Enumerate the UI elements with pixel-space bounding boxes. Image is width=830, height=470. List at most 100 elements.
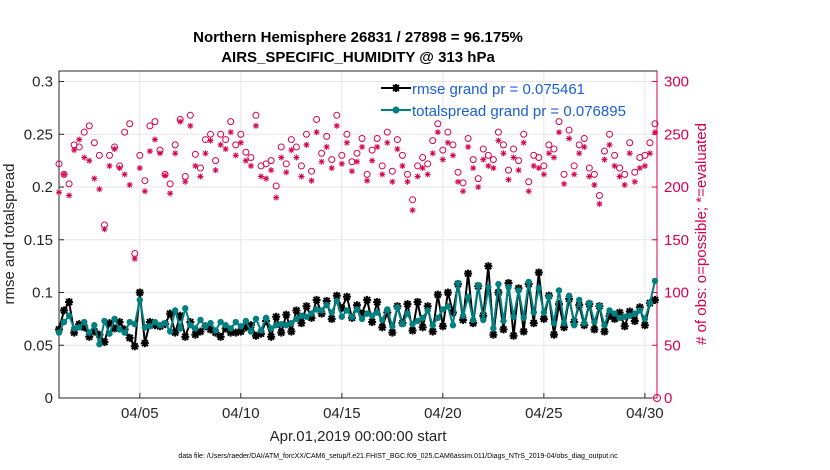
obs-possible-marker xyxy=(201,136,209,144)
totalspread-point xyxy=(409,320,416,328)
x-tick-label: 04/05 xyxy=(121,405,159,422)
obs-evaluated-marker xyxy=(525,188,532,195)
totalspread-point xyxy=(121,329,128,336)
obs-evaluated-marker xyxy=(212,167,219,174)
obs-possible-marker xyxy=(464,135,472,143)
obs-possible-marker xyxy=(363,170,371,178)
obs-evaluated-marker xyxy=(131,255,138,262)
totalspread-point xyxy=(278,320,285,328)
totalspread-point xyxy=(475,281,482,289)
rmse-point xyxy=(433,290,442,299)
totalspread-point xyxy=(55,329,63,336)
obs-evaluated-marker xyxy=(308,177,315,184)
obs-evaluated-marker xyxy=(399,162,406,169)
right-y-tick-label: 200 xyxy=(664,179,689,196)
obs-evaluated-marker xyxy=(596,200,603,207)
totalspread-point xyxy=(86,329,93,336)
obs-evaluated-marker xyxy=(258,173,265,180)
obs-possible-marker xyxy=(595,191,603,199)
obs-evaluated-marker xyxy=(252,122,259,129)
totalspread-point xyxy=(510,313,517,320)
rmse-point xyxy=(302,302,311,311)
obs-evaluated-marker xyxy=(197,173,204,180)
rmse-point xyxy=(438,322,447,331)
rmse-point xyxy=(196,327,205,336)
obs-evaluated-marker xyxy=(172,150,179,157)
obs-possible-marker xyxy=(323,132,331,140)
totalspread-point xyxy=(636,307,644,314)
rmse-point xyxy=(181,332,190,341)
obs-possible-marker xyxy=(302,130,310,138)
totalspread-point xyxy=(459,312,467,319)
totalspread-point xyxy=(606,307,613,314)
y-tick-label: 0 xyxy=(45,390,53,407)
totalspread-point xyxy=(318,307,325,314)
obs-evaluated-marker xyxy=(323,143,330,150)
totalspread-point xyxy=(308,310,315,317)
totalspread-point xyxy=(540,309,548,316)
rmse-point xyxy=(342,292,351,301)
obs-possible-marker xyxy=(444,128,452,136)
rmse-point xyxy=(408,326,417,335)
totalspread-point xyxy=(646,299,654,307)
obs-possible-marker xyxy=(90,139,98,147)
obs-evaluated-marker xyxy=(151,136,158,143)
obs-possible-marker xyxy=(166,180,174,188)
obs-evaluated-marker xyxy=(480,156,487,163)
obs-evaluated-marker xyxy=(606,141,613,148)
totalspread-point xyxy=(384,306,391,313)
totalspread-point xyxy=(91,322,98,329)
rmse-point xyxy=(373,298,382,307)
obs-evaluated-marker xyxy=(288,147,295,154)
totalspread-point xyxy=(338,313,346,320)
rmse-point xyxy=(282,310,291,319)
obs-possible-marker xyxy=(515,157,523,165)
obs-evaluated-marker xyxy=(414,173,421,180)
obs-possible-marker xyxy=(247,153,255,161)
y-tick-label: 0.15 xyxy=(24,232,53,249)
series-lines xyxy=(55,262,659,351)
totalspread-point xyxy=(560,319,568,327)
totalspread-point xyxy=(146,323,154,330)
totalspread-point xyxy=(379,316,386,324)
obs-possible-marker xyxy=(353,149,361,157)
right-y-tick-label: 100 xyxy=(664,285,689,302)
rmse-point xyxy=(484,262,493,271)
totalspread-point xyxy=(182,305,189,312)
obs-possible-marker xyxy=(171,141,179,149)
obs-evaluated-marker xyxy=(263,175,270,182)
obs-possible-marker xyxy=(419,153,427,161)
obs-possible-marker xyxy=(631,168,639,176)
obs-evaluated-marker xyxy=(404,178,411,185)
totalspread-point xyxy=(621,313,628,320)
rmse-point xyxy=(216,332,225,341)
obs-evaluated-marker xyxy=(298,173,305,180)
obs-evaluated-marker xyxy=(162,172,169,179)
totalspread-point xyxy=(495,280,502,288)
y-tick-label: 0.05 xyxy=(24,337,53,354)
totalspread-point xyxy=(81,318,88,326)
obs-evaluated-marker xyxy=(141,188,148,195)
obs-evaluated-marker xyxy=(192,162,199,169)
obs-evaluated-marker xyxy=(379,171,386,178)
totalspread-point xyxy=(505,284,512,291)
obs-possible-marker xyxy=(393,136,401,144)
obs-evaluated-marker xyxy=(61,171,68,178)
obs-evaluated-marker xyxy=(384,139,391,146)
obs-evaluated-marker xyxy=(91,175,98,182)
obs-possible-marker xyxy=(646,139,654,147)
obs-evaluated-marker xyxy=(646,150,653,157)
rmse-point xyxy=(529,319,538,328)
obs-evaluated-marker xyxy=(187,122,194,129)
obs-evaluated-marker xyxy=(510,154,517,161)
obs-evaluated-marker xyxy=(485,162,492,169)
obs-evaluated-marker xyxy=(283,169,290,176)
obs-possible-marker xyxy=(459,179,467,187)
obs-evaluated-marker xyxy=(389,178,396,185)
totalspread-point xyxy=(202,323,209,330)
totalspread-point xyxy=(515,287,522,294)
obs-evaluated-marker xyxy=(419,165,426,172)
obs-possible-marker xyxy=(80,128,88,136)
totalspread-point xyxy=(207,319,214,327)
obs-evaluated-marker xyxy=(268,167,275,174)
